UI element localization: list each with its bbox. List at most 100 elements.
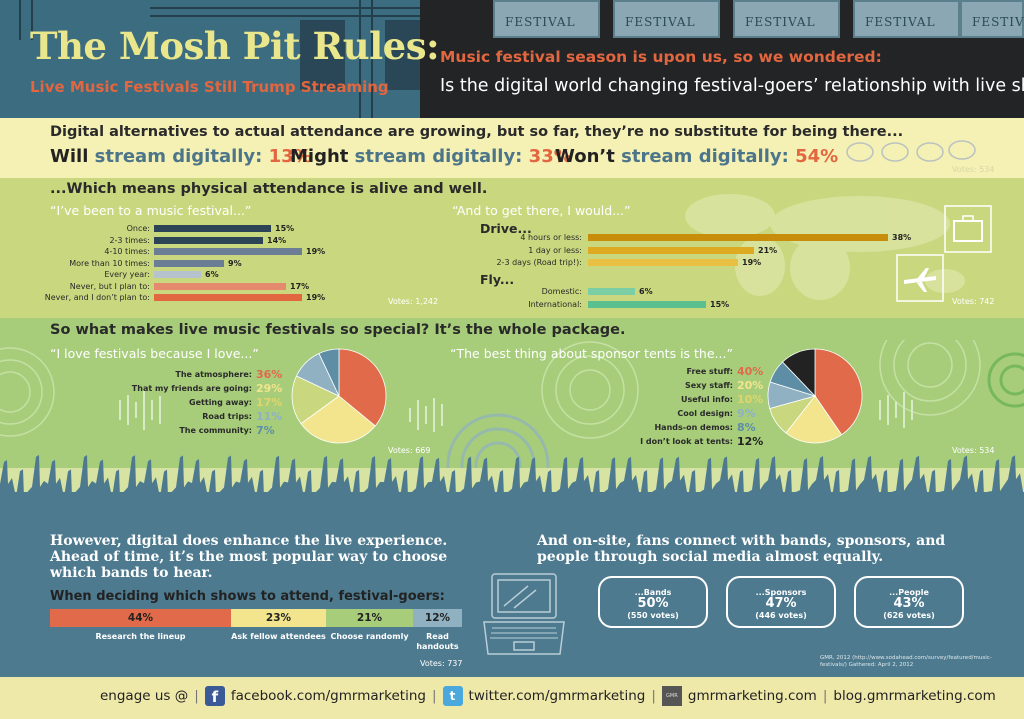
pie-label: The community: [179, 426, 252, 435]
ticket-graphic: FESTIVAL [960, 0, 1024, 38]
gmr-logo-icon[interactable]: GMR [661, 686, 682, 706]
bar-segment: 12% [413, 609, 462, 627]
pie-label: The atmosphere: [175, 370, 252, 379]
pie-value: 17% [256, 396, 283, 409]
bar-label: Once: [126, 224, 150, 233]
twitter-icon[interactable]: t [442, 686, 463, 706]
intro-question: Is the digital world changing festival-g… [440, 76, 1024, 96]
bar-label: International: [528, 299, 582, 309]
pie-slice [785, 395, 843, 444]
right-quote: “The best thing about sponsor tents is t… [450, 346, 733, 361]
special-heading: So what makes live music festivals so sp… [50, 322, 626, 338]
bar-value: 14% [267, 235, 287, 245]
twitter-link[interactable]: twitter.com/gmrmarketing [468, 688, 646, 704]
phone-people: ...People 43% (626 votes) [854, 576, 964, 628]
footer-links: engage us @ | f facebook.com/gmrmarketin… [100, 686, 996, 706]
bar [588, 246, 754, 254]
right-quote: “And to get there, I would...” [452, 203, 631, 218]
bar [154, 282, 286, 290]
pie-value: 7% [256, 424, 275, 437]
bar [588, 234, 888, 241]
streaming-heading: Digital alternatives to actual attendanc… [50, 124, 904, 140]
pie-slice [291, 375, 340, 425]
satellite-dish-icon [846, 140, 976, 162]
bar-segment: 44% [50, 609, 231, 627]
bar-label: Never, but I plan to: [69, 281, 150, 291]
engage-label: engage us @ [100, 688, 189, 704]
bar-label: More than 10 times: [69, 258, 150, 268]
bar-segment-label: Choose randomly [330, 632, 409, 641]
bar-label: Every year: [104, 270, 150, 279]
stat-might-stream: Might stream digitally: 33% [290, 146, 572, 167]
pie-slice [300, 395, 376, 444]
stat-will-stream: Will stream digitally: 13% [50, 146, 312, 167]
deciding-heading: When deciding which shows to attend, fes… [50, 589, 445, 604]
bar-label: Never, and I don’t plan to: [44, 293, 150, 302]
header-stage-photo [0, 0, 420, 118]
facebook-icon[interactable]: f [204, 686, 225, 706]
bar-value: 15% [710, 299, 730, 309]
bar-label: 4 hours or less: [520, 233, 582, 242]
votes-count: Votes: 742 [952, 297, 995, 306]
bar [154, 294, 302, 301]
bar-label: Domestic: [541, 287, 582, 296]
pie-slice [338, 348, 387, 427]
ticket-graphic: FESTIVAL [493, 0, 600, 38]
crowd-silhouette-graphic [0, 454, 1024, 537]
bar-value: 15% [275, 224, 295, 233]
pie-value: 11% [256, 410, 283, 423]
bar [588, 288, 635, 295]
ticket-graphic: FESTIVAL [853, 0, 960, 38]
blog-link[interactable]: blog.gmrmarketing.com [833, 688, 996, 704]
pie-label: Sexy staff: [684, 381, 733, 390]
source-citation: GMR, 2012 (http://www.sodahead.com/surve… [820, 655, 992, 668]
left-quote: “I love festivals because I love...” [50, 346, 259, 361]
pie-label: Road trips: [202, 412, 252, 421]
stage-truss-graphic [0, 0, 420, 118]
bar-value: 17% [290, 281, 310, 291]
pie-label: Free stuff: [686, 367, 734, 376]
pie-label: That my friends are going: [131, 384, 252, 393]
pie-value: 12% [737, 435, 764, 448]
bar-label: 4-10 times: [104, 247, 150, 256]
bar-value: 21% [758, 245, 778, 255]
fly-label: Fly... [480, 272, 515, 287]
ticket-graphic: FESTIVAL [613, 0, 720, 38]
pie-label: Getting away: [189, 398, 252, 407]
crowd-shape [0, 454, 1024, 537]
bar [588, 259, 738, 266]
attendance-heading: ...Which means physical attendance is al… [50, 181, 488, 197]
pie-value: 20% [737, 379, 764, 392]
streaming-section [0, 118, 1024, 178]
bar-label: 2-3 times: [109, 235, 150, 245]
bar-value: 6% [639, 287, 653, 296]
site-link[interactable]: gmrmarketing.com [687, 688, 817, 704]
tent-pie-chart [767, 348, 863, 444]
bar-value: 9% [228, 258, 242, 268]
bar [154, 259, 224, 267]
votes-count: Votes: 737 [420, 659, 463, 668]
bar-label: 1 day or less: [528, 245, 582, 255]
suitcase-icon [944, 205, 992, 253]
digital-section [0, 527, 1024, 677]
pie-value: 40% [737, 365, 764, 378]
votes-count: Votes: 534 [952, 165, 995, 174]
votes-count: Votes: 534 [952, 446, 995, 455]
drive-label: Drive... [480, 221, 532, 236]
bar-value: 38% [892, 233, 912, 242]
bar-segment-label: Read handouts [416, 632, 459, 651]
bar [154, 236, 263, 244]
bar-label: 2-3 days (Road trip!): [496, 258, 582, 267]
page-title: The Mosh Pit Rules: [30, 24, 440, 68]
stat-wont-stream: Won’t stream digitally: 54% [555, 146, 839, 167]
pie-slice [318, 348, 340, 397]
facebook-link[interactable]: facebook.com/gmrmarketing [230, 688, 426, 704]
pie-value: 9% [737, 407, 756, 420]
bar-value: 19% [742, 258, 762, 267]
bar [154, 271, 201, 278]
bar-segment-label: Ask fellow attendees [231, 632, 326, 641]
votes-count: Votes: 1,242 [388, 297, 439, 306]
bar [588, 300, 706, 308]
pie-label: I don’t look at tents: [640, 437, 733, 446]
bar-value: 19% [306, 247, 326, 256]
